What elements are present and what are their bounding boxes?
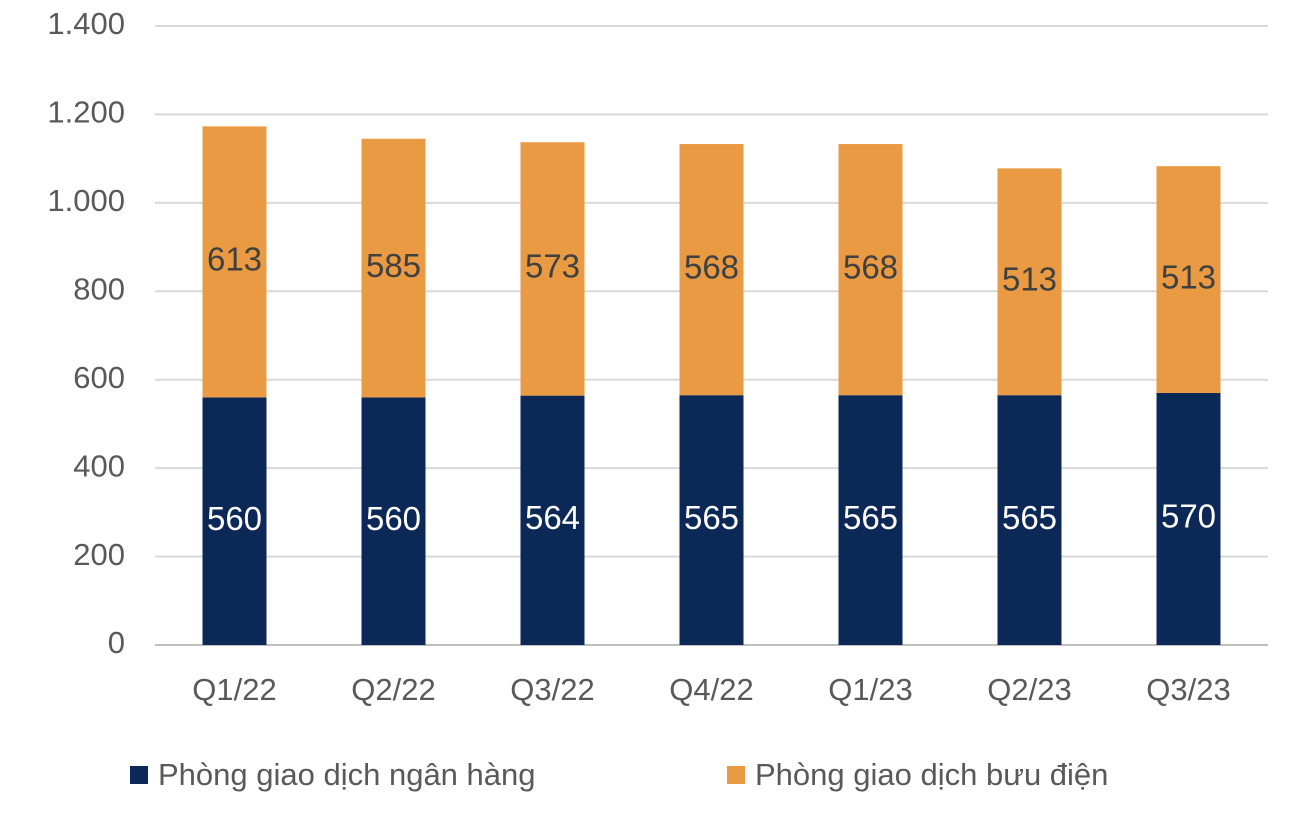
- data-label: 585: [366, 247, 421, 284]
- bar-segment: [838, 144, 903, 396]
- data-label: 564: [525, 499, 580, 536]
- bar-segment: [997, 395, 1062, 645]
- data-label: 565: [1002, 499, 1057, 536]
- bar-segment: [202, 126, 267, 398]
- x-tick-label: Q3/23: [1146, 672, 1230, 707]
- x-tick-label: Q3/22: [510, 672, 594, 707]
- data-label: 560: [207, 500, 262, 537]
- legend-swatch: [130, 766, 148, 784]
- x-tick-label: Q1/23: [828, 672, 912, 707]
- x-tick-label: Q2/22: [351, 672, 435, 707]
- data-label: 513: [1161, 258, 1216, 295]
- bar-segment: [997, 168, 1062, 396]
- data-label: 568: [684, 248, 739, 285]
- y-tick-label: 600: [73, 360, 125, 395]
- legend-swatch: [727, 766, 745, 784]
- y-tick-label: 1.200: [47, 95, 125, 130]
- y-tick-label: 1.400: [47, 6, 125, 41]
- bar-segment: [679, 395, 744, 645]
- y-tick-label: 800: [73, 271, 125, 306]
- bar-segment: [202, 397, 267, 645]
- data-label: 570: [1161, 498, 1216, 535]
- data-label: 573: [525, 248, 580, 285]
- x-tick-label: Q2/23: [987, 672, 1071, 707]
- bar-segment: [520, 142, 585, 396]
- data-label: 560: [366, 500, 421, 537]
- bar-segment: [520, 395, 585, 645]
- y-tick-label: 200: [73, 537, 125, 572]
- data-label: 513: [1002, 260, 1057, 297]
- data-label: 565: [843, 499, 898, 536]
- data-label: 568: [843, 248, 898, 285]
- legend-label: Phòng giao dịch bưu điện: [755, 757, 1108, 792]
- data-label: 565: [684, 499, 739, 536]
- data-label: 613: [207, 241, 262, 278]
- y-tick-label: 1.000: [47, 183, 125, 218]
- bar-segment: [361, 138, 426, 398]
- y-tick-label: 400: [73, 448, 125, 483]
- x-tick-label: Q4/22: [669, 672, 753, 707]
- legend-label: Phòng giao dịch ngân hàng: [158, 757, 536, 792]
- bar-segment: [361, 397, 426, 645]
- bar-segment: [679, 144, 744, 396]
- bar-segment: [1156, 392, 1221, 645]
- bar-segment: [1156, 166, 1221, 393]
- bar-segment: [838, 395, 903, 645]
- x-tick-label: Q1/22: [192, 672, 276, 707]
- y-tick-label: 0: [108, 625, 125, 660]
